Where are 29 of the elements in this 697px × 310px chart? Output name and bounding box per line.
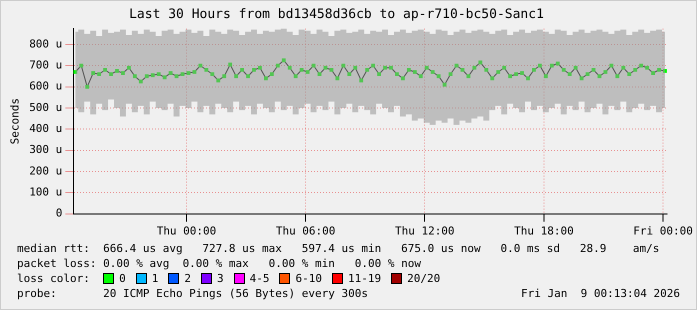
text: Fri Jan 9 00:13:04 2026: [521, 286, 680, 301]
y-tick-label: 700 u: [29, 58, 62, 72]
legend-label: 20/20: [407, 271, 440, 286]
x-tick-label: Fri 00:00: [633, 224, 693, 238]
y-tick-label: 200 u: [29, 164, 62, 178]
x-tick-label: Thu 12:00: [394, 224, 455, 238]
y-tick-label: 0: [56, 206, 62, 220]
legend-label: 0: [119, 271, 126, 286]
x-tick-label: Thu 06:00: [276, 224, 336, 238]
x-tick-label: Thu 18:00: [514, 224, 574, 238]
text: median rtt: 666.4 us avg 727.8 us max 597.4 us min 675.0 us now 0.0 ms sd 28.9 am/s: [17, 241, 660, 256]
legend-label: 3: [216, 271, 224, 286]
y-tick-label: 100 u: [29, 185, 62, 198]
legend-label: 6-10: [295, 271, 322, 286]
text: packet loss: 0.00 % avg 0.00 % max 0.00 % min 0.00 % now: [17, 256, 422, 271]
chart-title: Last 30 Hours from bd13458d36cb to ap-r710-bc50-Sanc1: [129, 7, 544, 22]
y-tick-label: 400 u: [29, 122, 62, 135]
legend-label: 4-5: [250, 271, 270, 286]
text: probe: 20 ICMP Echo Pings (56 Bytes) every 300s: [17, 286, 368, 301]
y-tick-label: 300 u: [29, 143, 62, 156]
x-tick-label: Thu 00:00: [156, 224, 216, 238]
legend-label: 2: [184, 271, 191, 286]
y-tick-label: 500 u: [29, 100, 62, 114]
y-tick-label: 800 u: [29, 37, 62, 50]
legend-label: 11-19: [348, 271, 382, 286]
y-tick-label: 600 u: [29, 80, 62, 93]
legend-label: 1: [152, 271, 158, 286]
y-axis-title: Seconds: [8, 98, 22, 144]
legend-title: loss color:: [17, 271, 91, 286]
